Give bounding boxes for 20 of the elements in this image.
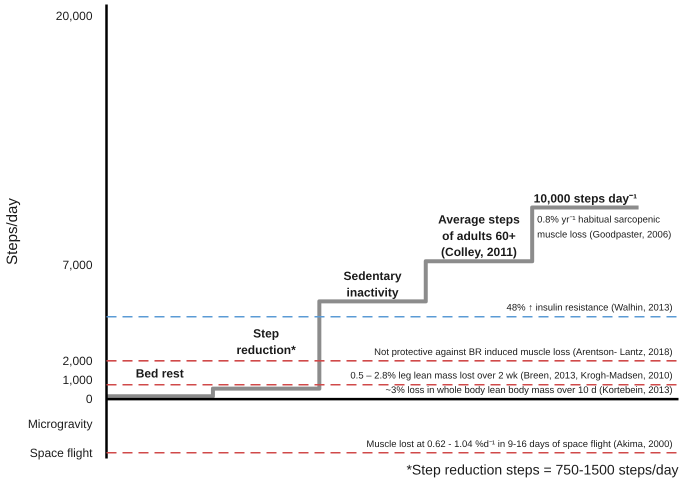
ref-line-label: ~3% loss in whole body lean body mass over 10 d (Kortebein, 2013) bbox=[386, 385, 673, 396]
y-tick-label: Microgravity bbox=[28, 417, 93, 432]
ref-line-label: Not protective against BR induced muscle loss (Arentson- Lantz, 2018) bbox=[374, 346, 673, 358]
ref-line-label: 0.5 – 2.8% leg lean mass lost over 2 wk (Breen, 2013, Krogh-Madsen, 2010) bbox=[350, 370, 673, 382]
annotation: Average steps of adults 60+ (Colley, 2011) bbox=[438, 212, 520, 260]
y-tick-label: 1,000 bbox=[62, 372, 93, 387]
annotation: Step reduction* bbox=[236, 326, 296, 357]
annotation: 0.8% yr⁻¹ habitual sarcopenic muscle loss (Goodpaster, 2006) bbox=[537, 214, 672, 240]
ref-line-label: 48% ↑ insulin resistance (Walhin, 2013) bbox=[506, 302, 673, 314]
y-tick-label: 2,000 bbox=[62, 354, 93, 368]
annotation: Sedentary inactivity bbox=[344, 269, 402, 300]
ref-line-label: Muscle lost at 0.62 - 1.04 %d⁻¹ in 9-16 days of space flight (Akima, 2000) bbox=[366, 438, 673, 450]
y-tick-label: Space flight bbox=[30, 446, 94, 460]
y-tick-label: 7,000 bbox=[62, 258, 93, 272]
y-tick-label: 20,000 bbox=[56, 8, 93, 23]
y-axis-title: Steps/day bbox=[4, 198, 21, 265]
annotation: Bed rest bbox=[136, 366, 184, 381]
text: *Step reduction steps = 750-1500 steps/day bbox=[406, 462, 678, 478]
y-tick-label: 0 bbox=[86, 392, 93, 406]
annotation: 10,000 steps day⁻¹ bbox=[534, 192, 638, 206]
